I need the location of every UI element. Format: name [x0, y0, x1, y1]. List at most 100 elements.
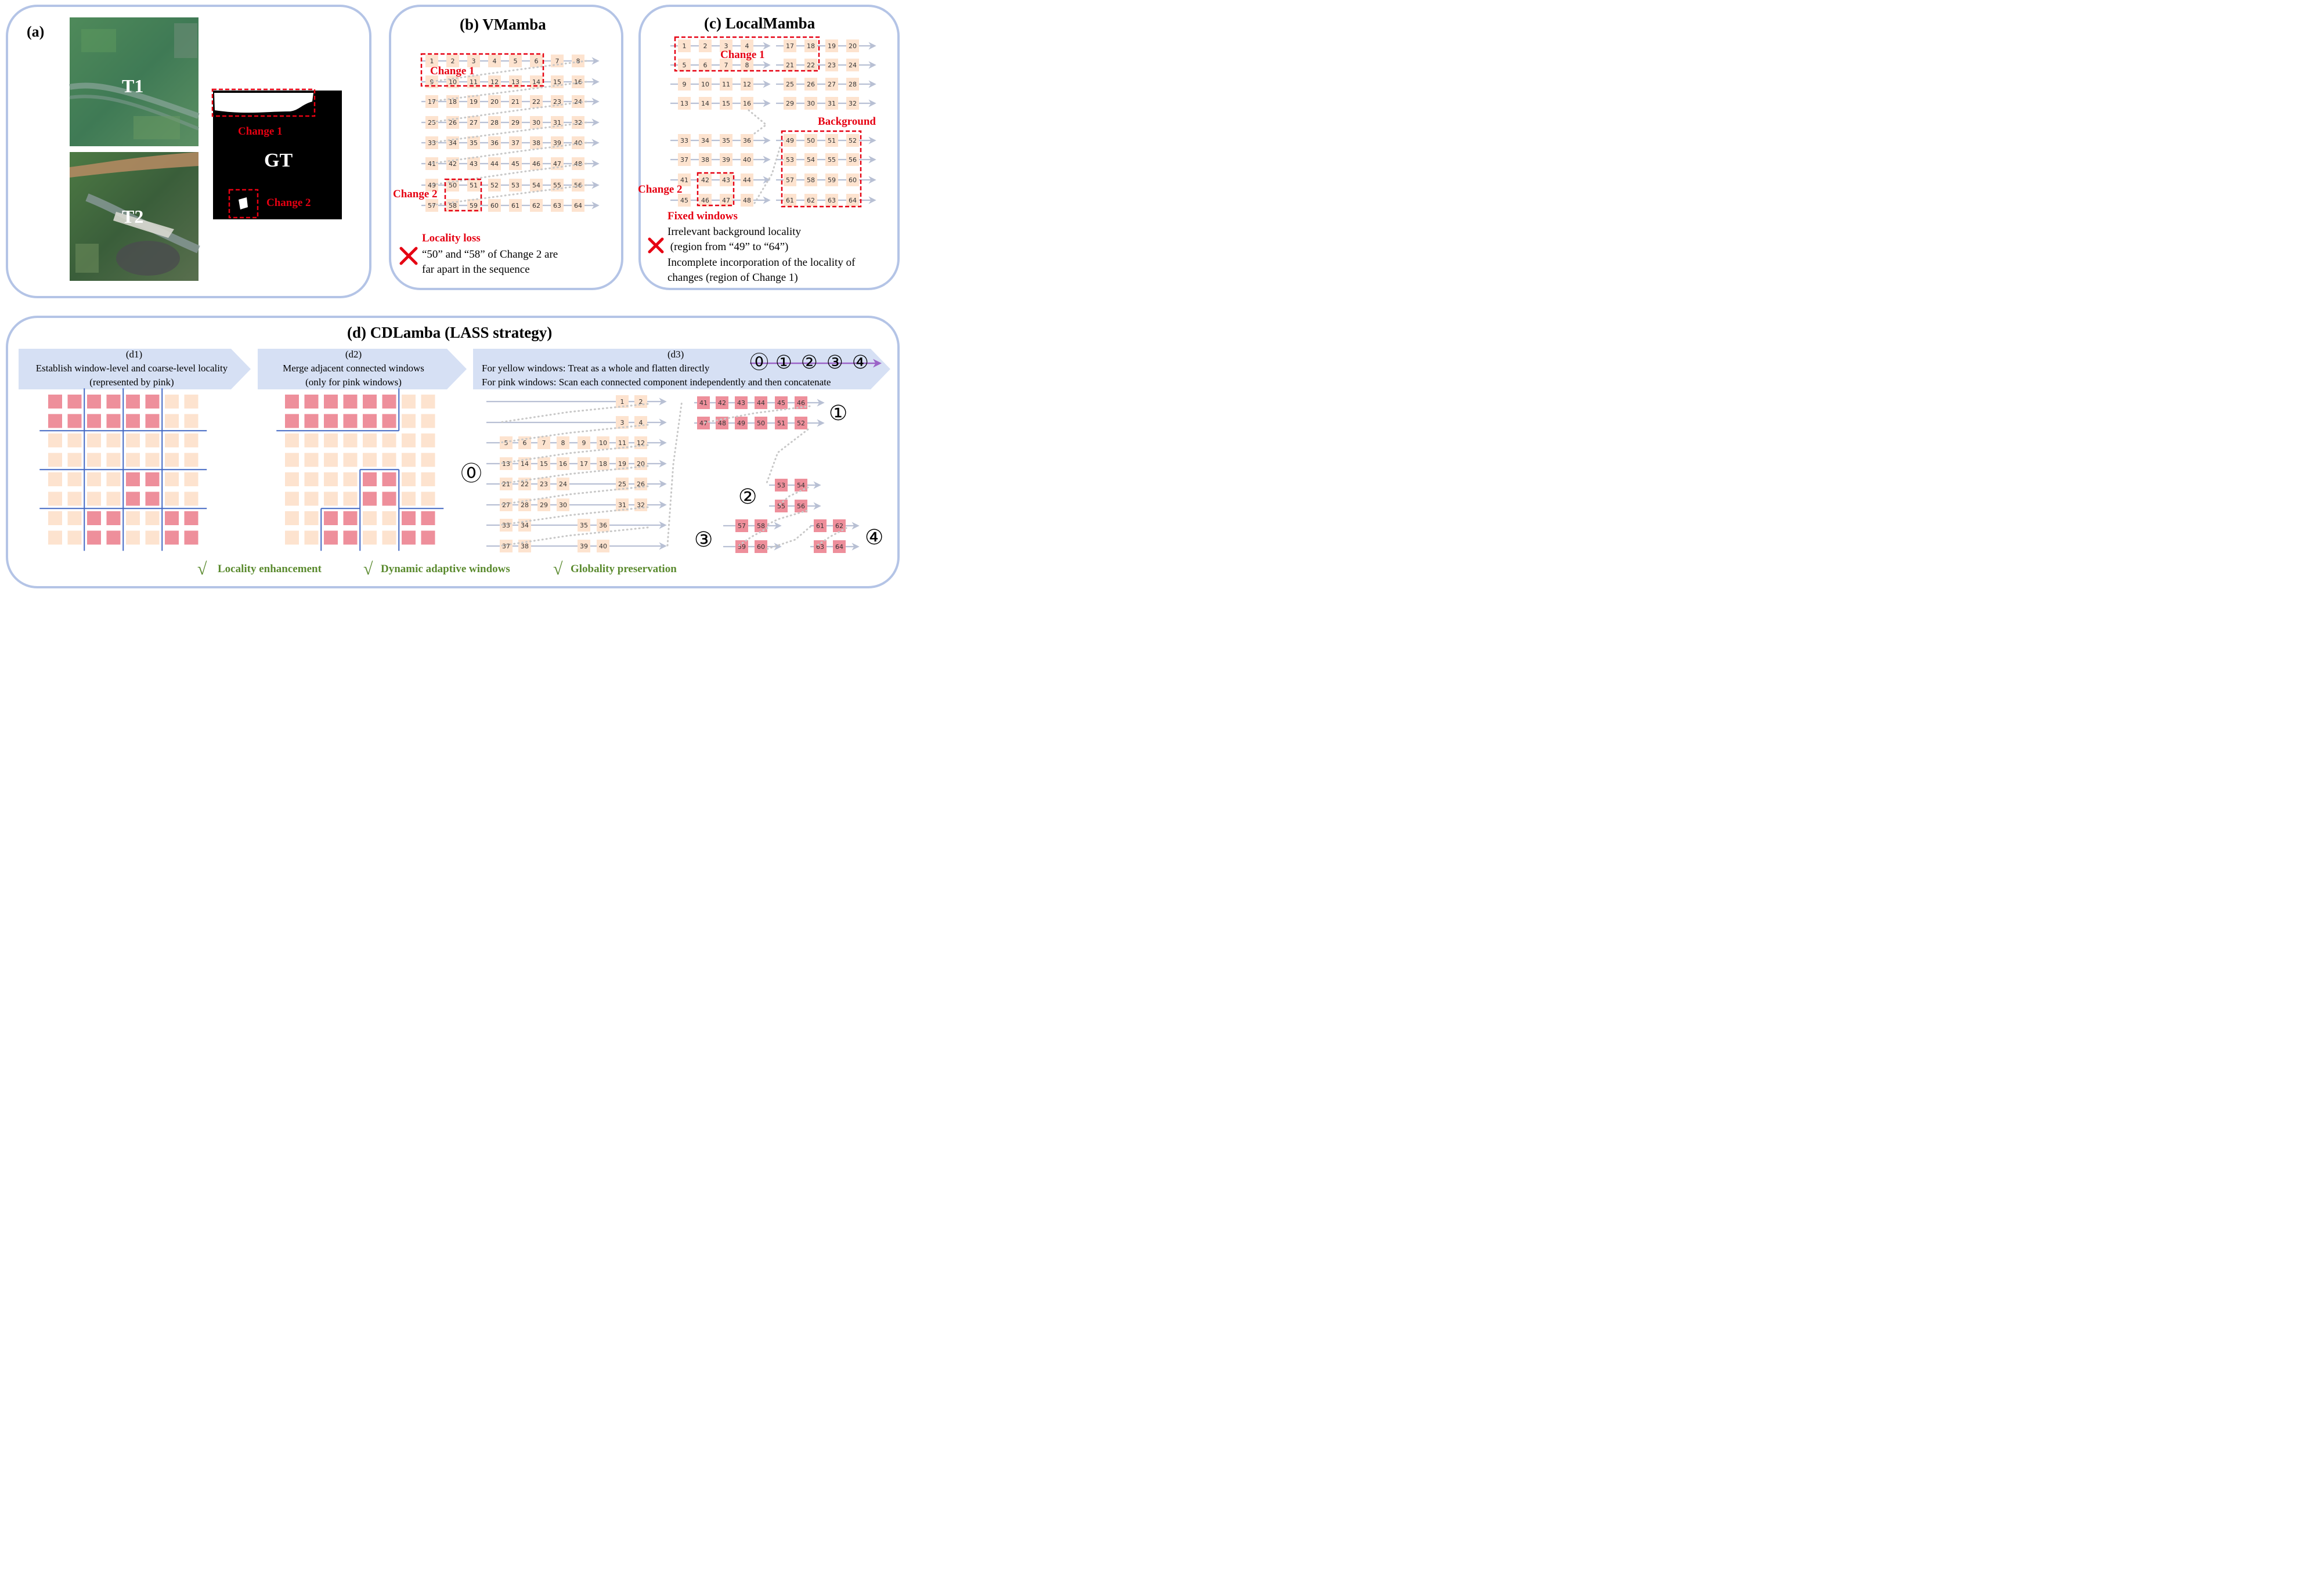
cell-index: 61 [816, 522, 824, 530]
cell-index: 9 [683, 81, 687, 88]
t2-aerial-image [70, 152, 200, 281]
grid-cell [285, 414, 299, 428]
benefit-locality: Locality enhancement [218, 563, 322, 575]
cell-index: 27 [502, 501, 510, 509]
grid-cell [184, 395, 199, 409]
cell-index: 32 [849, 100, 857, 107]
component-mark-0: ⓪ [461, 462, 482, 485]
grid-cell [184, 472, 199, 486]
grid-cell [363, 472, 377, 486]
grid-cell [421, 453, 435, 467]
cell-index: 63 [553, 202, 561, 209]
grid-cell [382, 414, 396, 428]
grid-cell [106, 491, 121, 506]
grid-cell [467, 199, 480, 212]
grid-cell [67, 433, 82, 447]
grid-cell [343, 511, 358, 525]
grid-cell [421, 491, 435, 506]
cell-index: 60 [757, 543, 765, 551]
grid-cell [616, 478, 629, 490]
grid-cell [825, 134, 838, 147]
grid-cell [720, 134, 732, 147]
grid-cell [67, 453, 82, 467]
grid-cell [537, 478, 550, 490]
grid-cell [184, 414, 199, 428]
grid-cell [509, 157, 522, 170]
cell-index: 48 [743, 197, 751, 204]
grid-cell [165, 511, 179, 525]
grid-cell [402, 530, 416, 545]
localmamba-issue-line-3: Incomplete incorporation of the locality… [667, 256, 856, 269]
scan-connector [736, 527, 768, 548]
grid-cell [421, 414, 435, 428]
cell-index: 45 [680, 197, 688, 204]
grid-cell [184, 453, 199, 467]
grid-cell [500, 436, 513, 449]
cell-index: 43 [470, 160, 478, 168]
grid-cell [775, 500, 788, 512]
localmamba-change1-label: Change 1 [720, 49, 765, 61]
grid-cell [833, 540, 846, 553]
grid-cell [509, 95, 522, 108]
d1-label: (d1) [125, 349, 143, 360]
d1-line-2: (represented by pink) [89, 377, 174, 388]
grid-cell [126, 511, 140, 525]
component-mark-1: ① [829, 402, 848, 425]
cell-index: 42 [718, 399, 726, 407]
grid-cell [343, 395, 358, 409]
grid-cell [48, 433, 62, 447]
grid-cell [67, 491, 82, 506]
scan-connector [428, 100, 587, 124]
grid-cell [421, 395, 435, 409]
grid-cell [285, 453, 299, 467]
cell-index: 13 [680, 100, 688, 107]
grid-cell [467, 116, 480, 129]
grid-cell [467, 55, 480, 67]
grid-cell [363, 511, 377, 525]
scan-connector [428, 60, 587, 83]
cell-index: 62 [807, 197, 815, 204]
cell-index: 5 [514, 57, 518, 65]
grid-cell [382, 472, 396, 486]
cell-index: 6 [535, 57, 539, 65]
grid-cell [775, 479, 788, 491]
cell-index: 20 [490, 98, 499, 106]
grid-cell [126, 414, 140, 428]
cell-index: 37 [511, 139, 519, 147]
grid-cell [48, 453, 62, 467]
grid-cell [825, 153, 838, 166]
cell-index: 47 [553, 160, 561, 168]
grid-cell [741, 97, 753, 110]
grid-cell [578, 457, 590, 470]
grid-cell [87, 453, 101, 467]
benefit-globality: Globality preservation [571, 563, 677, 575]
cell-index: 60 [490, 202, 499, 209]
grid-cell [741, 59, 753, 71]
cell-index: 15 [722, 100, 730, 107]
grid-cell [67, 472, 82, 486]
grid-cell [145, 530, 160, 545]
d2-line-2: (only for pink windows) [305, 377, 402, 388]
grid-cell [804, 78, 817, 91]
cell-index: 11 [618, 439, 626, 447]
grid-cell [795, 417, 807, 429]
grid-cell [382, 395, 396, 409]
cell-index: 56 [797, 503, 805, 510]
grid-cell [795, 500, 807, 512]
order-mark-1: ① [775, 352, 792, 373]
grid-cell [551, 116, 564, 129]
grid-cell [184, 433, 199, 447]
grid-cell [304, 530, 319, 545]
grid-cell [500, 498, 513, 511]
grid-cell [165, 453, 179, 467]
cell-index: 55 [553, 182, 561, 189]
grid-cell [597, 457, 609, 470]
grid-cell [699, 134, 712, 147]
cell-index: 33 [428, 139, 436, 147]
grid-cell [87, 530, 101, 545]
cell-index: 28 [849, 81, 857, 88]
cell-index: 30 [807, 100, 815, 107]
cell-index: 46 [797, 399, 805, 407]
cell-index: 10 [599, 439, 607, 447]
grid-cell [699, 174, 712, 186]
